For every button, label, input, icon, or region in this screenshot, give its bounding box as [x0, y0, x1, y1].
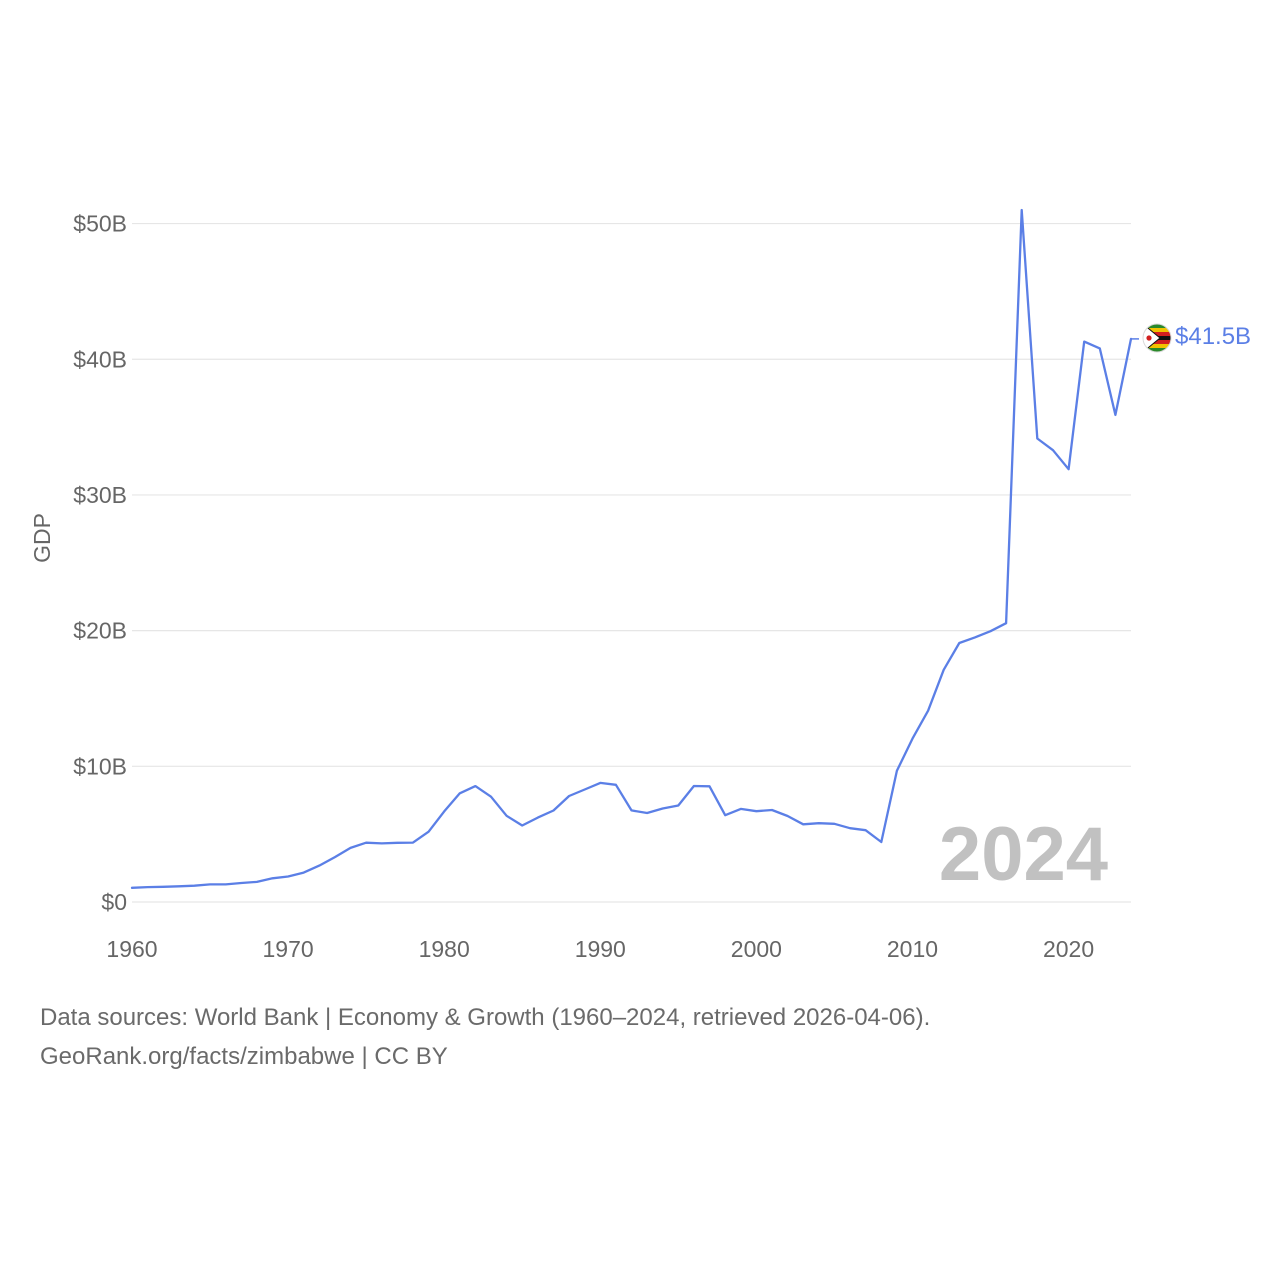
x-tick-label: 1960 [106, 936, 157, 962]
x-tick-label: 2010 [887, 936, 938, 962]
y-axis-label: GDP [29, 513, 55, 563]
gridlines [132, 222, 1131, 903]
year-watermark: 2024 [939, 812, 1108, 897]
y-tick-label: $50B [73, 211, 127, 237]
gdp-series-line [130, 208, 1133, 889]
y-tick-label: $10B [73, 753, 127, 779]
data-source-note: Data sources: World Bank | Economy & Gro… [40, 1004, 931, 1031]
x-tick-label: 1970 [263, 936, 314, 962]
x-tick-label: 2000 [731, 936, 782, 962]
x-axis-ticks: 1960 1970 1980 1990 2000 2010 2020 [106, 936, 1094, 962]
y-tick-label: $20B [73, 618, 127, 644]
series-layer [130, 208, 1139, 889]
y-axis-ticks: $0 $10B $20B $30B $40B $50B [73, 211, 127, 915]
y-tick-label: $0 [101, 889, 127, 915]
gdp-line-chart: $0 $10B $20B $30B $40B $50B 1960 1970 1980 1990 2… [29, 208, 1251, 962]
x-tick-label: 1990 [575, 936, 626, 962]
y-tick-label: $30B [73, 482, 127, 508]
zimbabwe-flag-icon [1142, 323, 1172, 353]
x-tick-label: 1980 [419, 936, 470, 962]
credit-link[interactable]: GeoRank.org/facts/zimbabwe | CC BY [40, 1043, 448, 1070]
x-tick-label: 2020 [1043, 936, 1094, 962]
y-tick-label: $40B [73, 346, 127, 372]
latest-value-label: $41.5B [1175, 323, 1251, 350]
